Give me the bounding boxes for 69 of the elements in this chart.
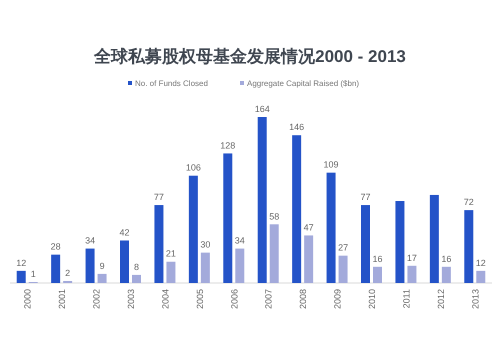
bar (292, 135, 302, 283)
x-tick-label: 2004 (160, 289, 170, 310)
x-tick-label: 2013 (470, 289, 480, 310)
bar (442, 266, 451, 283)
bar (373, 266, 382, 283)
data-label: 58 (269, 211, 280, 222)
data-label: 164 (254, 104, 270, 114)
data-label: 72 (464, 197, 474, 208)
data-label: 12 (16, 258, 26, 268)
bar (98, 274, 107, 283)
data-label: 106 (186, 162, 201, 173)
x-tick-label: 2000 (22, 289, 33, 310)
x-tick-label: 2011 (401, 289, 412, 308)
bar (464, 210, 474, 283)
data-label: 34 (85, 236, 96, 246)
data-label: 17 (406, 252, 417, 263)
data-label: 128 (220, 140, 236, 150)
bar (304, 235, 314, 283)
data-label: 77 (154, 192, 164, 202)
data-label: 30 (200, 240, 210, 250)
data-label: 16 (441, 254, 452, 264)
bar (235, 248, 244, 283)
legend-label: No. of Funds Closed (135, 79, 208, 88)
bar (476, 270, 486, 283)
chart-title: 全球私募股权母基金发展情况2000 - 2013 (93, 47, 406, 66)
x-tick-label: 2008 (298, 289, 308, 310)
data-label: 16 (372, 254, 383, 264)
data-label: 28 (50, 242, 61, 252)
x-tick-label: 2007 (264, 289, 274, 310)
bar (200, 252, 210, 283)
data-label: 77 (360, 192, 371, 202)
bar (395, 201, 404, 283)
x-tick-label: 2006 (229, 289, 240, 310)
bar (51, 254, 60, 283)
data-label: 34 (234, 236, 245, 246)
data-label: 9 (100, 260, 105, 271)
data-label: 1 (30, 268, 36, 279)
bar (166, 262, 176, 283)
bar (326, 172, 336, 283)
bar (223, 153, 232, 283)
bar (270, 224, 279, 283)
bar (361, 205, 370, 283)
bar (338, 256, 348, 283)
x-tick-label: 2001 (57, 289, 68, 310)
data-label: 109 (324, 160, 339, 170)
x-tick-label: 2010 (367, 289, 377, 310)
x-tick-label: 2002 (92, 289, 102, 310)
bar (154, 205, 164, 283)
data-label: 8 (134, 262, 140, 272)
bar (258, 117, 267, 283)
data-label: 2 (65, 268, 70, 278)
bar (132, 274, 141, 283)
x-tick-label: 2005 (194, 289, 205, 310)
x-tick-label: 2003 (126, 289, 136, 310)
data-label: 146 (289, 122, 304, 132)
data-label: 21 (166, 248, 176, 259)
bar (86, 248, 95, 283)
bar (16, 270, 26, 283)
bar (188, 176, 198, 283)
x-tick-label: 2009 (332, 289, 343, 310)
data-label: 42 (119, 227, 130, 238)
legend-label: Aggregate Capital Raised ($bn) (247, 79, 360, 88)
bar (120, 240, 129, 283)
data-label: 47 (304, 222, 314, 232)
bar (430, 194, 439, 283)
data-label: 12 (476, 258, 486, 268)
x-tick-label: 2012 (436, 289, 446, 310)
data-label: 27 (338, 242, 348, 253)
bar (407, 266, 416, 283)
